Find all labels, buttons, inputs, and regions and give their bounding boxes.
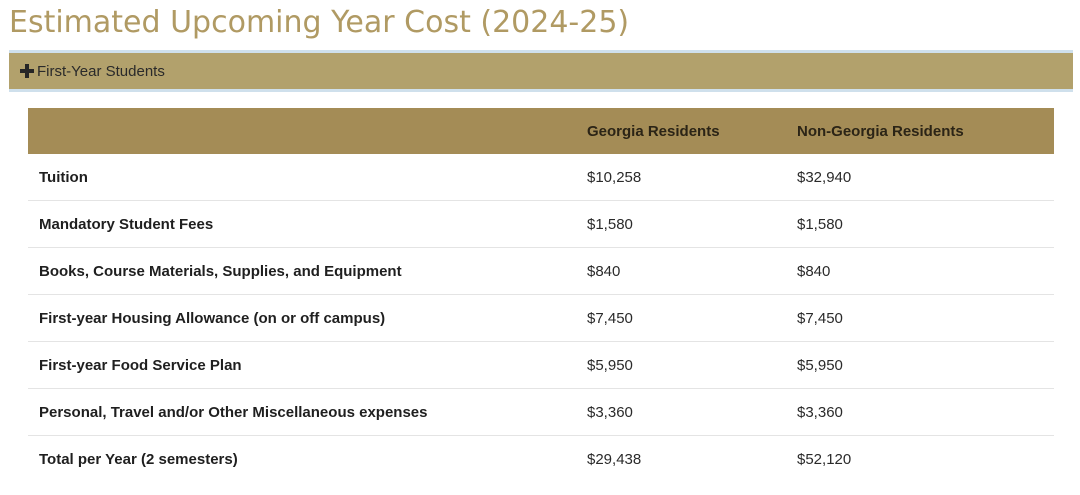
non-georgia-amount: $5,950 [797,341,1054,389]
table-row-total: Total per Year (2 semesters) $29,438 $52… [28,436,1054,483]
non-georgia-amount: $3,360 [797,388,1054,436]
georgia-amount: $7,450 [587,294,797,342]
non-georgia-amount: $840 [797,247,1054,295]
row-label: First-year Housing Allowance (on or off … [28,294,587,342]
georgia-amount: $10,258 [587,154,797,201]
row-label: Books, Course Materials, Supplies, and E… [28,247,587,295]
table-row: Tuition $10,258 $32,940 [28,154,1054,201]
row-label: First-year Food Service Plan [28,341,587,389]
non-georgia-amount: $52,120 [797,450,852,468]
georgia-amount: $5,950 [587,341,797,389]
table-row: First-year Housing Allowance (on or off … [28,294,1054,342]
plus-icon[interactable] [20,64,34,78]
accordion-first-year-students[interactable]: First-Year Students [9,50,1073,92]
georgia-amount: $3,360 [587,388,797,436]
row-label: Total per Year (2 semesters) [39,450,238,468]
georgia-amount: $1,580 [587,200,797,248]
header-georgia-residents: Georgia Residents [587,122,720,140]
accordion-label: First-Year Students [37,62,165,80]
table-row: First-year Food Service Plan $5,950 $5,9… [28,341,1054,389]
row-label: Tuition [28,154,587,201]
non-georgia-amount: $32,940 [797,154,1054,201]
header-non-georgia-residents: Non-Georgia Residents [797,122,964,140]
table-header-row: Georgia Residents Non-Georgia Residents [28,108,1054,154]
cost-table: Georgia Residents Non-Georgia Residents … [28,108,1054,482]
non-georgia-amount: $7,450 [797,294,1054,342]
row-label: Mandatory Student Fees [28,200,587,248]
table-row: Personal, Travel and/or Other Miscellane… [28,388,1054,436]
table-row: Mandatory Student Fees $1,580 $1,580 [28,200,1054,248]
header-item [28,108,587,154]
table-row: Books, Course Materials, Supplies, and E… [28,247,1054,295]
non-georgia-amount: $1,580 [797,200,1054,248]
georgia-amount: $840 [587,247,797,295]
georgia-amount: $29,438 [587,450,642,468]
row-label: Personal, Travel and/or Other Miscellane… [28,388,587,436]
page-title: Estimated Upcoming Year Cost (2024-25) [9,5,630,40]
